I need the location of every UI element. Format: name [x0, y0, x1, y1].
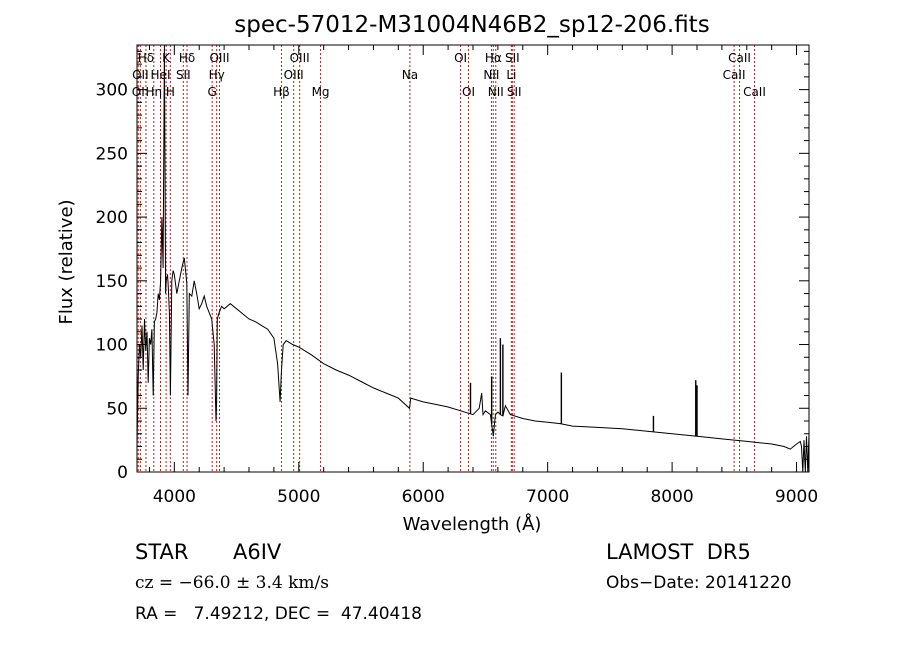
- y-axis-label: Flux (relative): [56, 199, 77, 324]
- line-label: OIII: [284, 68, 304, 82]
- y-tick-label: 200: [96, 208, 128, 228]
- line-label: Na: [402, 68, 418, 82]
- line-label: Hδ: [138, 51, 154, 65]
- y-tick-label: 0: [117, 463, 128, 483]
- line-label: SII: [507, 85, 522, 99]
- coordinates: RA = 7.49212, DEC = 47.40418: [135, 604, 422, 624]
- x-tick-label: 8000: [650, 487, 693, 507]
- line-label: Hγ: [209, 68, 225, 82]
- spectrum-spikes: [469, 338, 698, 437]
- line-label: SII: [176, 68, 191, 82]
- line-label: OI: [454, 51, 467, 65]
- line-label: OIII: [209, 51, 229, 65]
- line-label: OI: [462, 85, 475, 99]
- line-label: OIII: [290, 51, 310, 65]
- line-label: K: [162, 51, 171, 65]
- line-label: H: [166, 85, 175, 99]
- object-class: STAR: [135, 540, 189, 564]
- x-tick-label: 5000: [277, 487, 320, 507]
- x-tick-label: 9000: [775, 487, 818, 507]
- x-tick-label: 6000: [402, 487, 445, 507]
- line-label: Li: [506, 68, 516, 82]
- x-axis-ticks: 4000 5000 6000 7000 8000 9000: [148, 45, 818, 507]
- line-label: Hη: [145, 85, 162, 99]
- line-label: G: [208, 85, 217, 99]
- line-label: Hβ: [273, 85, 290, 99]
- line-label: OI: [132, 85, 145, 99]
- redshift-velocity: cz = −66.0 ± 3.4 km/s: [135, 573, 329, 593]
- y-axis-ticks: 0 50 100 150 200 250 300: [96, 50, 809, 483]
- x-tick-label: 4000: [153, 487, 196, 507]
- line-label: Hα: [485, 51, 502, 65]
- line-label: NII: [483, 68, 499, 82]
- observation-date: Obs−Date: 20141220: [606, 573, 792, 593]
- chart-title: spec-57012-M31004N46B2_sp12-206.fits: [234, 12, 709, 38]
- x-tick-label: 7000: [526, 487, 569, 507]
- emission-line-markers: [137, 45, 755, 472]
- line-label: Mg: [312, 85, 330, 99]
- y-tick-label: 150: [96, 272, 128, 292]
- spectrum-line: [136, 44, 810, 473]
- line-label: CaII: [743, 85, 766, 99]
- line-label: CaII: [723, 68, 746, 82]
- x-axis-label: Wavelength (Å): [403, 513, 542, 535]
- line-label: OII: [132, 68, 149, 82]
- y-tick-label: 50: [106, 399, 128, 419]
- line-label: HeI: [151, 68, 171, 82]
- plot-frame: [136, 44, 810, 473]
- y-tick-label: 250: [96, 144, 128, 164]
- line-label: SII: [505, 51, 520, 65]
- line-label: NII: [488, 85, 504, 99]
- survey-name: LAMOST DR5: [606, 540, 751, 564]
- line-label: Hδ: [179, 51, 195, 65]
- y-tick-label: 100: [96, 336, 128, 356]
- object-subclass: A6IV: [233, 540, 282, 564]
- y-tick-label: 300: [96, 81, 128, 101]
- line-label: CaII: [728, 51, 751, 65]
